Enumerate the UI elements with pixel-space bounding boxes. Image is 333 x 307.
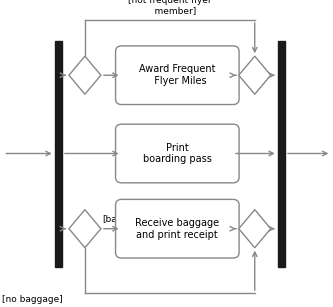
FancyBboxPatch shape [116,46,239,104]
Text: Receive baggage
and print receipt: Receive baggage and print receipt [135,218,219,239]
Bar [55,41,62,267]
Text: [baggage]: [baggage] [103,215,149,224]
Polygon shape [239,56,271,94]
Text: [no baggage]: [no baggage] [2,295,62,304]
Polygon shape [69,56,101,94]
Text: Print
boarding pass: Print boarding pass [143,143,212,164]
Polygon shape [239,210,271,248]
Text: Award Frequent
  Flyer Miles: Award Frequent Flyer Miles [139,64,215,86]
FancyBboxPatch shape [116,124,239,183]
Text: [not frequent flyer
    member]: [not frequent flyer member] [128,0,212,15]
Polygon shape [69,210,101,248]
Bar [278,41,285,267]
FancyBboxPatch shape [116,200,239,258]
